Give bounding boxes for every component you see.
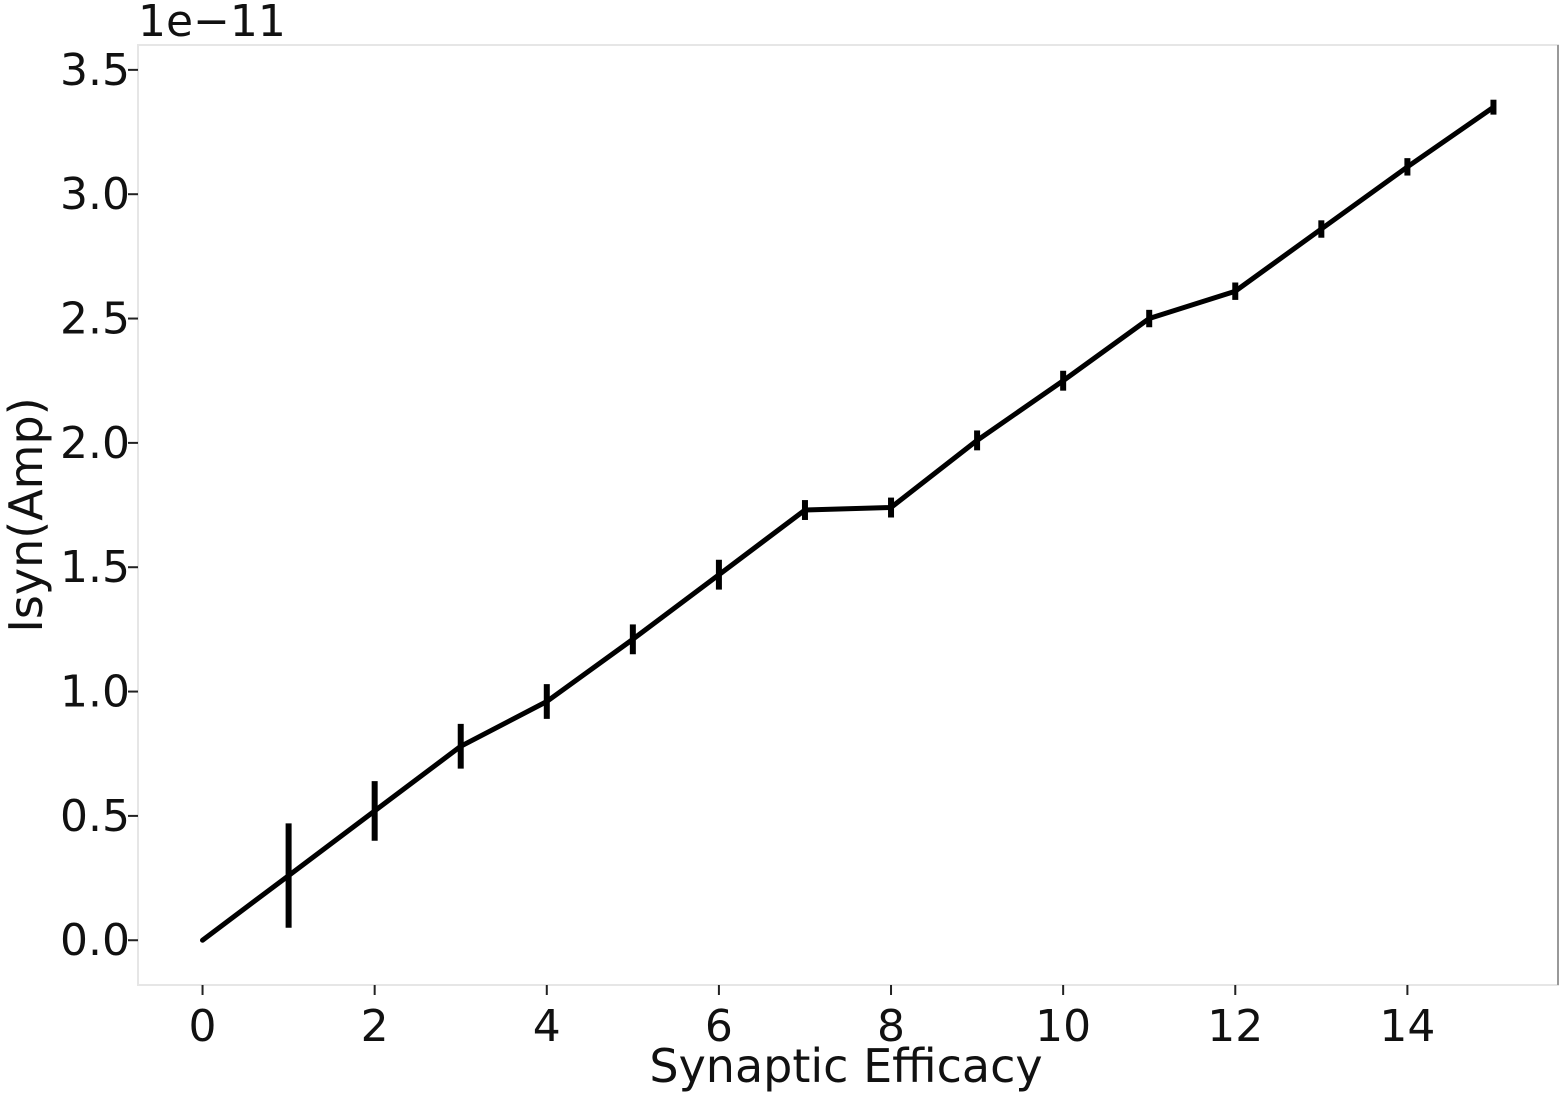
x-tick-label: 0 xyxy=(189,1001,217,1052)
y-tick-label: 1.5 xyxy=(60,542,130,593)
y-offset-label: 1e−11 xyxy=(138,0,286,47)
x-tick-label: 14 xyxy=(1379,1001,1435,1052)
y-axis: 0.0 0.5 1.0 1.5 2.0 2.5 3.0 3.5 xyxy=(60,45,138,966)
y-tick-label: 0.5 xyxy=(60,791,130,842)
series-layer xyxy=(200,99,1497,943)
x-tick-label: 2 xyxy=(361,1001,389,1052)
y-tick-label: 3.5 xyxy=(60,45,130,96)
y-tick-label: 3.0 xyxy=(60,169,130,220)
y-tick-label: 1.0 xyxy=(60,667,130,718)
x-axis-label: Synaptic Efficacy xyxy=(649,1039,1042,1093)
x-tick-label: 6 xyxy=(705,1001,733,1052)
x-tick-label: 8 xyxy=(877,1001,905,1052)
x-axis: 0 2 4 6 8 10 12 14 xyxy=(189,985,1435,1052)
y-axis-label: Isyn(Amp) xyxy=(0,397,53,632)
x-tick-label: 12 xyxy=(1207,1001,1263,1052)
x-tick-label: 4 xyxy=(533,1001,561,1052)
plot-frame xyxy=(137,44,1559,986)
x-tick-label: 10 xyxy=(1035,1001,1091,1052)
y-tick-label: 2.5 xyxy=(60,294,130,345)
series-line xyxy=(200,104,1496,943)
y-tick-label: 0.0 xyxy=(60,915,130,966)
y-tick-label: 2.0 xyxy=(60,418,130,469)
